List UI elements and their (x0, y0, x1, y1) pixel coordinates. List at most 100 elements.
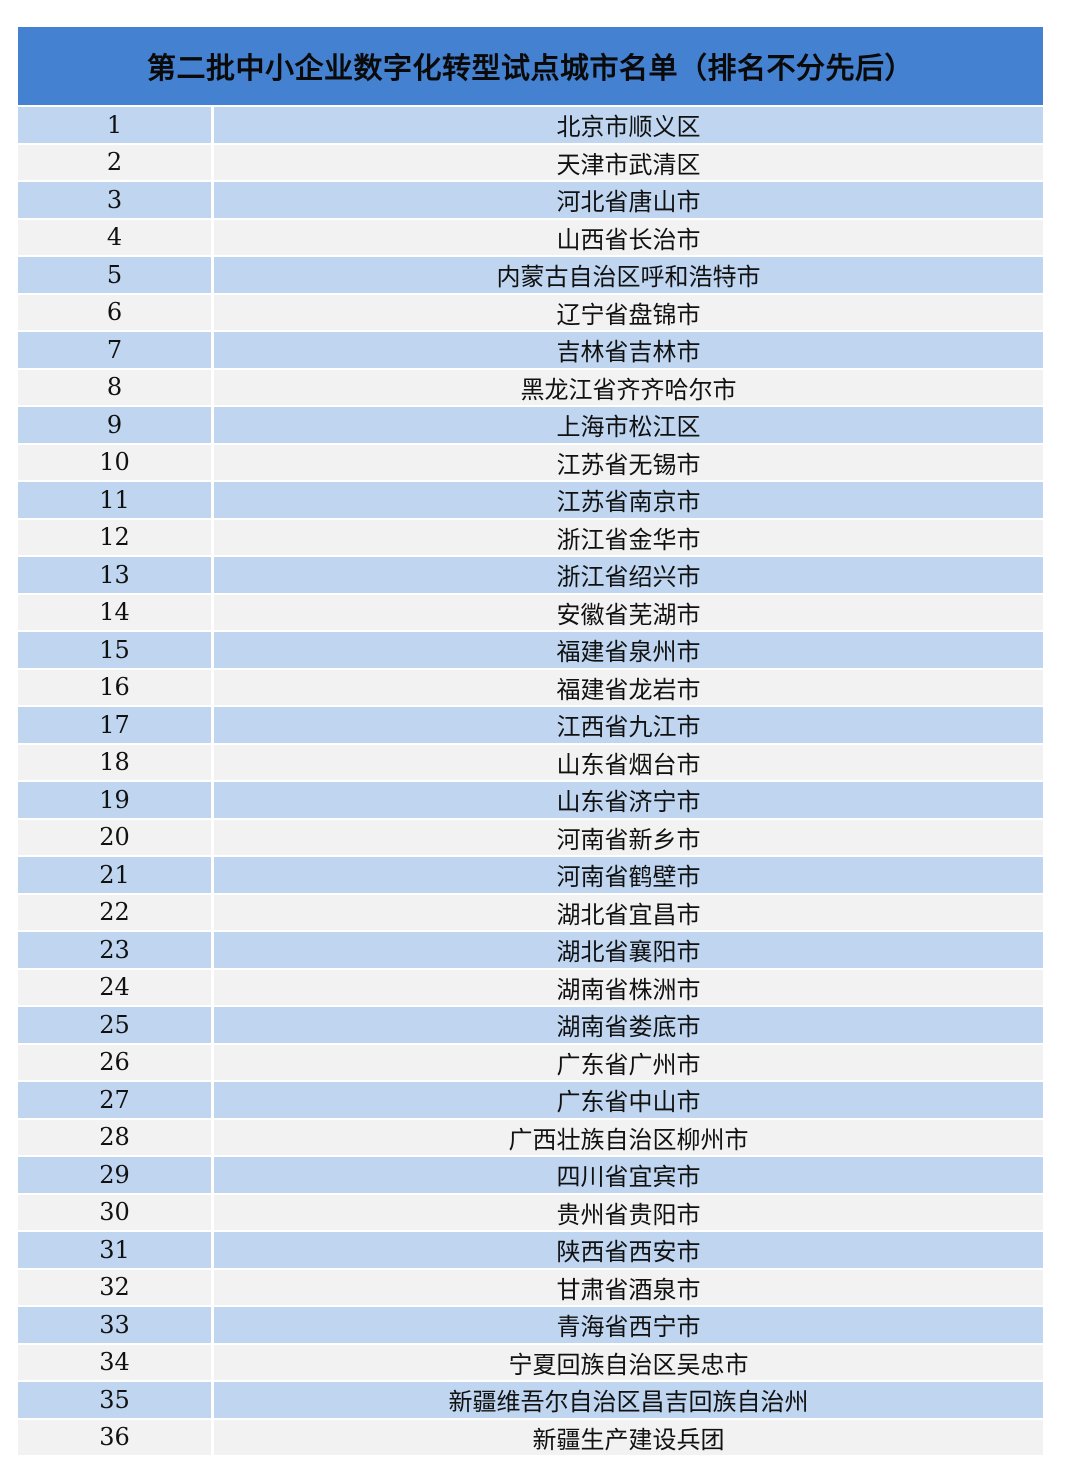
table-row: 17 江西省九江市 (18, 707, 1043, 743)
city-name: 江苏省南京市 (214, 482, 1043, 518)
city-name: 天津市武清区 (214, 144, 1043, 180)
city-name: 宁夏回族自治区吴忠市 (214, 1344, 1043, 1380)
row-number: 4 (18, 219, 211, 255)
city-name: 浙江省金华市 (214, 519, 1043, 555)
city-list-table: 第二批中小企业数字化转型试点城市名单（排名不分先后） 1 北京市顺义区 2 天津市武清… (18, 27, 1043, 1455)
table-title: 第二批中小企业数字化转型试点城市名单（排名不分先后） (18, 27, 1043, 105)
row-number: 31 (18, 1232, 211, 1268)
row-number: 13 (18, 557, 211, 593)
table-row: 18 山东省烟台市 (18, 744, 1043, 780)
city-name: 吉林省吉林市 (214, 332, 1043, 368)
row-number: 32 (18, 1269, 211, 1305)
row-number: 2 (18, 144, 211, 180)
row-number: 29 (18, 1157, 211, 1193)
city-name: 湖南省娄底市 (214, 1007, 1043, 1043)
row-number: 36 (18, 1419, 211, 1455)
row-number: 7 (18, 332, 211, 368)
row-number: 16 (18, 669, 211, 705)
table-row: 26 广东省广州市 (18, 1044, 1043, 1080)
city-name: 河北省唐山市 (214, 182, 1043, 218)
row-number: 30 (18, 1194, 211, 1230)
row-number: 25 (18, 1007, 211, 1043)
city-name: 新疆维吾尔自治区昌吉回族自治州 (214, 1382, 1043, 1418)
row-number: 18 (18, 744, 211, 780)
table-row: 7 吉林省吉林市 (18, 332, 1043, 368)
city-name: 浙江省绍兴市 (214, 557, 1043, 593)
row-number: 9 (18, 407, 211, 443)
table-row: 22 湖北省宜昌市 (18, 894, 1043, 930)
city-name: 广东省广州市 (214, 1044, 1043, 1080)
row-number: 33 (18, 1307, 211, 1343)
row-number: 26 (18, 1044, 211, 1080)
city-name: 河南省鹤壁市 (214, 857, 1043, 893)
city-name: 福建省龙岩市 (214, 669, 1043, 705)
city-name: 甘肃省酒泉市 (214, 1269, 1043, 1305)
row-number: 11 (18, 482, 211, 518)
city-name: 湖南省株洲市 (214, 969, 1043, 1005)
row-number: 19 (18, 782, 211, 818)
city-name: 黑龙江省齐齐哈尔市 (214, 369, 1043, 405)
table-row: 34 宁夏回族自治区吴忠市 (18, 1344, 1043, 1380)
table-row: 9 上海市松江区 (18, 407, 1043, 443)
table-row: 23 湖北省襄阳市 (18, 932, 1043, 968)
city-name: 江西省九江市 (214, 707, 1043, 743)
table-row: 10 江苏省无锡市 (18, 444, 1043, 480)
table-row: 12 浙江省金华市 (18, 519, 1043, 555)
table-row: 24 湖南省株洲市 (18, 969, 1043, 1005)
row-number: 1 (18, 107, 211, 143)
row-number: 5 (18, 257, 211, 293)
city-name: 湖北省宜昌市 (214, 894, 1043, 930)
row-number: 20 (18, 819, 211, 855)
table-row: 33 青海省西宁市 (18, 1307, 1043, 1343)
row-number: 6 (18, 294, 211, 330)
table-row: 36 新疆生产建设兵团 (18, 1419, 1043, 1455)
row-number: 28 (18, 1119, 211, 1155)
table-row: 27 广东省中山市 (18, 1082, 1043, 1118)
table-row: 15 福建省泉州市 (18, 632, 1043, 668)
table-row: 21 河南省鹤壁市 (18, 857, 1043, 893)
row-number: 27 (18, 1082, 211, 1118)
table-row: 19 山东省济宁市 (18, 782, 1043, 818)
table-row: 30 贵州省贵阳市 (18, 1194, 1043, 1230)
table-row: 25 湖南省娄底市 (18, 1007, 1043, 1043)
city-name: 安徽省芜湖市 (214, 594, 1043, 630)
table-row: 14 安徽省芜湖市 (18, 594, 1043, 630)
city-name: 北京市顺义区 (214, 107, 1043, 143)
table-row: 29 四川省宜宾市 (18, 1157, 1043, 1193)
row-number: 22 (18, 894, 211, 930)
city-name: 内蒙古自治区呼和浩特市 (214, 257, 1043, 293)
city-name: 湖北省襄阳市 (214, 932, 1043, 968)
city-name: 贵州省贵阳市 (214, 1194, 1043, 1230)
table-row: 28 广西壮族自治区柳州市 (18, 1119, 1043, 1155)
table-row: 20 河南省新乡市 (18, 819, 1043, 855)
table-row: 11 江苏省南京市 (18, 482, 1043, 518)
table-row: 32 甘肃省酒泉市 (18, 1269, 1043, 1305)
city-name: 山东省烟台市 (214, 744, 1043, 780)
table-row: 6 辽宁省盘锦市 (18, 294, 1043, 330)
city-name: 青海省西宁市 (214, 1307, 1043, 1343)
table-row: 31 陕西省西安市 (18, 1232, 1043, 1268)
table-row: 16 福建省龙岩市 (18, 669, 1043, 705)
row-number: 35 (18, 1382, 211, 1418)
city-name: 江苏省无锡市 (214, 444, 1043, 480)
row-number: 8 (18, 369, 211, 405)
table-row: 35 新疆维吾尔自治区昌吉回族自治州 (18, 1382, 1043, 1418)
row-number: 10 (18, 444, 211, 480)
row-number: 34 (18, 1344, 211, 1380)
city-name: 上海市松江区 (214, 407, 1043, 443)
row-number: 14 (18, 594, 211, 630)
city-name: 福建省泉州市 (214, 632, 1043, 668)
city-name: 山东省济宁市 (214, 782, 1043, 818)
city-name: 四川省宜宾市 (214, 1157, 1043, 1193)
row-number: 17 (18, 707, 211, 743)
table-row: 1 北京市顺义区 (18, 107, 1043, 143)
table-row: 4 山西省长治市 (18, 219, 1043, 255)
row-number: 15 (18, 632, 211, 668)
city-name: 河南省新乡市 (214, 819, 1043, 855)
table-row: 3 河北省唐山市 (18, 182, 1043, 218)
row-number: 3 (18, 182, 211, 218)
city-name: 陕西省西安市 (214, 1232, 1043, 1268)
row-number: 12 (18, 519, 211, 555)
city-name: 广西壮族自治区柳州市 (214, 1119, 1043, 1155)
row-number: 23 (18, 932, 211, 968)
